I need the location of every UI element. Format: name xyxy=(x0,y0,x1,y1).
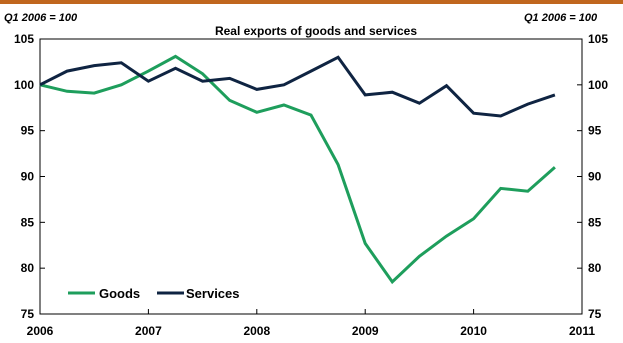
x-tick-label: 2010 xyxy=(460,324,487,338)
x-tick-label: 2008 xyxy=(243,324,270,338)
legend-services-label: Services xyxy=(186,286,240,301)
left-y-tick-label: 90 xyxy=(21,170,35,184)
right-y-tick-label: 105 xyxy=(588,32,608,46)
x-tick-label: 2006 xyxy=(27,324,54,338)
left-y-tick-label: 85 xyxy=(21,215,35,229)
x-axis: 2006 2007 2008 2009 2010 2011 xyxy=(27,309,595,338)
series-line-goods xyxy=(39,54,556,285)
x-tick-label: 2011 xyxy=(569,324,595,338)
top-rule xyxy=(0,0,623,4)
plot-frame xyxy=(39,38,583,315)
right-y-axis: 75 80 85 90 95 100 105 xyxy=(577,32,608,321)
x-tick-label: 2007 xyxy=(135,324,162,338)
right-y-tick-label: 100 xyxy=(588,78,608,92)
right-y-tick-label: 75 xyxy=(588,307,602,321)
x-tick-label: 2009 xyxy=(352,324,379,338)
left-y-tick-label: 105 xyxy=(14,32,34,46)
right-unit-label: Q1 2006 = 100 xyxy=(524,12,598,24)
series-layer xyxy=(39,54,556,285)
left-y-tick-label: 80 xyxy=(21,261,35,275)
series-line-services xyxy=(39,55,556,118)
right-y-tick-label: 85 xyxy=(588,215,602,229)
legend-goods-label: Goods xyxy=(99,286,140,301)
right-y-tick-label: 90 xyxy=(588,170,602,184)
left-y-axis: 75 80 85 90 95 100 105 xyxy=(14,32,45,321)
chart-title: Real exports of goods and services xyxy=(215,24,417,38)
right-y-tick-label: 95 xyxy=(588,124,602,138)
legend: Goods Services xyxy=(68,286,240,301)
left-y-tick-label: 75 xyxy=(21,307,35,321)
left-unit-label: Q1 2006 = 100 xyxy=(4,12,78,24)
right-y-tick-label: 80 xyxy=(588,261,602,275)
left-y-tick-label: 100 xyxy=(14,78,34,92)
left-y-tick-label: 95 xyxy=(21,124,35,138)
